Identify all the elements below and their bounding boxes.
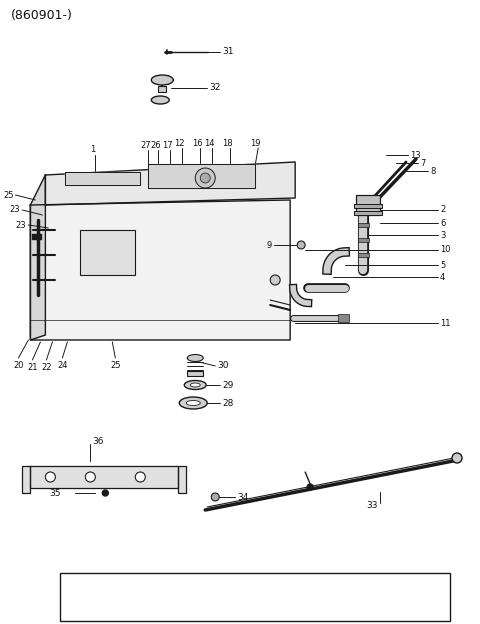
Ellipse shape (179, 397, 207, 409)
Text: 36: 36 (92, 437, 104, 446)
Text: 29: 29 (222, 381, 234, 389)
Polygon shape (30, 175, 46, 340)
Text: 23: 23 (16, 220, 26, 230)
Text: 8: 8 (430, 167, 435, 175)
Text: 20: 20 (13, 361, 24, 371)
Text: with 31150-21110(311B, KEY NO.1): with 31150-21110(311B, KEY NO.1) (226, 607, 361, 615)
Text: 13: 13 (410, 150, 420, 160)
Text: 1: 1 (90, 145, 95, 155)
Text: 17: 17 (162, 140, 173, 150)
Text: 27: 27 (140, 140, 151, 150)
Circle shape (46, 472, 55, 482)
Ellipse shape (184, 381, 206, 389)
Text: 10: 10 (440, 245, 451, 255)
Bar (187, 371, 203, 376)
Text: 9: 9 (267, 240, 272, 250)
Bar (354, 204, 382, 208)
Text: 5: 5 (440, 260, 445, 270)
Text: (860901-): (860901-) (11, 9, 72, 22)
Circle shape (195, 168, 215, 188)
Ellipse shape (186, 401, 200, 406)
Text: 32: 32 (209, 84, 221, 92)
Polygon shape (148, 164, 255, 188)
Text: 11: 11 (440, 318, 451, 328)
Text: 30: 30 (217, 361, 229, 371)
Text: 26: 26 (150, 140, 161, 150)
Bar (338, 314, 349, 322)
Bar (358, 253, 369, 257)
Text: 25: 25 (110, 361, 120, 371)
Text: 35: 35 (49, 489, 60, 497)
Text: 25: 25 (84, 600, 96, 610)
Text: 28: 28 (222, 399, 234, 407)
Circle shape (135, 472, 145, 482)
Text: 7: 7 (420, 158, 425, 167)
Bar (354, 211, 382, 215)
Text: 25: 25 (3, 190, 13, 200)
Circle shape (102, 490, 108, 496)
Text: PART NO: PART NO (150, 577, 191, 585)
Circle shape (211, 493, 219, 501)
Circle shape (307, 484, 313, 490)
Circle shape (85, 472, 96, 482)
Bar (358, 238, 369, 242)
Text: 31181-21100S: 31181-21100S (141, 600, 199, 610)
Text: 16: 16 (192, 139, 203, 147)
Ellipse shape (190, 383, 200, 387)
Polygon shape (30, 466, 178, 488)
Circle shape (297, 241, 305, 249)
Bar (178, 466, 186, 493)
Bar (80, 230, 135, 275)
Bar (356, 195, 380, 215)
Text: 31: 31 (222, 47, 234, 57)
Bar (23, 466, 30, 493)
Text: APPLICATION: APPLICATION (304, 577, 366, 585)
Text: 21: 21 (27, 364, 37, 373)
Bar (358, 223, 369, 227)
Text: 4: 4 (440, 273, 445, 281)
Text: 22: 22 (41, 364, 52, 373)
Text: 3: 3 (440, 230, 445, 240)
Text: 6: 6 (440, 218, 445, 228)
Text: 14: 14 (204, 139, 215, 147)
Text: 19: 19 (250, 139, 261, 147)
Text: 33: 33 (366, 502, 378, 510)
Circle shape (200, 173, 210, 183)
Text: 23: 23 (10, 205, 21, 215)
Bar (32, 234, 42, 240)
Text: KEY NO.: KEY NO. (72, 577, 109, 585)
Ellipse shape (187, 354, 203, 361)
Text: 18: 18 (222, 139, 232, 147)
Text: 2: 2 (440, 205, 445, 215)
Circle shape (452, 453, 462, 463)
Text: 34: 34 (237, 492, 249, 502)
Ellipse shape (151, 96, 169, 104)
Polygon shape (65, 172, 140, 185)
Bar (60, 573, 450, 621)
Polygon shape (46, 162, 295, 205)
Text: To replace 31151-21100(311A, KEY NO.1): To replace 31151-21100(311A, KEY NO.1) (226, 593, 384, 602)
Polygon shape (30, 200, 290, 340)
Circle shape (270, 275, 280, 285)
Bar (158, 86, 166, 92)
Text: 12: 12 (174, 139, 184, 147)
Text: 24: 24 (57, 361, 68, 371)
Ellipse shape (151, 75, 173, 85)
